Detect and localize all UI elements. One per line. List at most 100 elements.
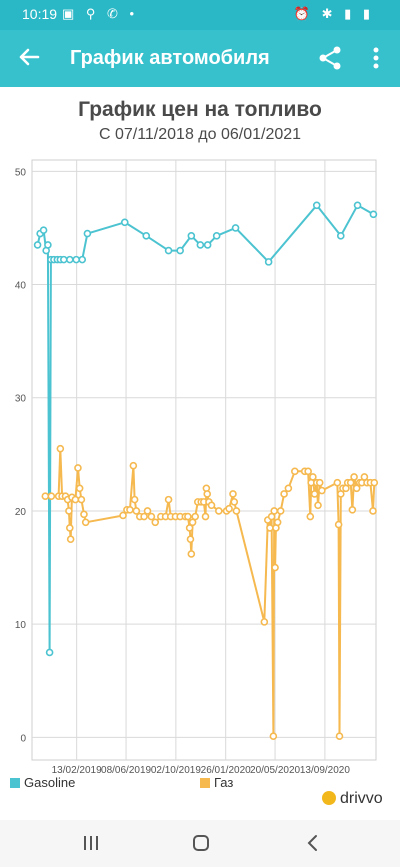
app-title: График автомобиля [70, 47, 270, 69]
status-time: 10:19 [22, 6, 58, 22]
data-point-gas [333, 478, 342, 487]
data-point-gas [151, 518, 160, 527]
data-point-gas [65, 524, 74, 532]
data-point-gas [369, 507, 377, 515]
data-point-gas [284, 484, 293, 493]
status-system-icons: ⏰ ✱ ▮ ▮ [293, 6, 374, 21]
drivvo-logo-icon [322, 791, 336, 805]
data-point-gas [132, 507, 141, 515]
data-point-gasoline [203, 241, 212, 249]
data-point-gas [186, 535, 195, 544]
data-point-gas [306, 512, 315, 521]
status-notification-icons: ▣ ⚲ ✆ • [62, 6, 139, 21]
legend-item-gasoline[interactable]: Gasoline [10, 775, 75, 790]
data-point-gasoline [39, 226, 48, 234]
x-tick-label: 26/01/2020 [201, 765, 251, 776]
data-point-gas [309, 473, 317, 481]
y-tick-label: 30 [15, 394, 27, 405]
data-point-gasoline [164, 246, 173, 255]
data-point-gas [129, 461, 138, 470]
data-point-gas [126, 506, 134, 514]
data-point-gas [77, 495, 86, 504]
data-point-gasoline [176, 246, 184, 255]
data-point-gas [185, 524, 194, 532]
data-point-gasoline [264, 258, 273, 266]
data-point-gasoline [212, 232, 221, 240]
data-point-gas [370, 478, 379, 487]
legend-label-gasoline: Gasoline [24, 775, 76, 790]
drivvo-logo: drivvo [322, 790, 383, 808]
legend-label-gas: Газ [214, 775, 234, 790]
data-point-gas [65, 507, 73, 515]
data-point-gasoline [231, 224, 240, 232]
data-point-gas [81, 518, 90, 527]
data-point-gas [75, 484, 84, 493]
data-point-gas [318, 486, 326, 495]
x-tick-label: 08/06/2019 [101, 765, 151, 776]
app-bar: График автомобиля [0, 30, 400, 87]
data-point-gas [273, 518, 282, 527]
drivvo-logo-text: drivvo [340, 790, 383, 807]
data-point-gas [187, 550, 196, 558]
plot-frame [31, 159, 377, 761]
data-point-gasoline [45, 648, 54, 657]
data-point-gasoline [78, 255, 87, 264]
home-icon[interactable] [186, 828, 216, 858]
y-tick-label: 50 [15, 167, 27, 178]
data-point-gas [230, 498, 239, 506]
data-point-gas [346, 478, 355, 487]
data-point-gasoline [33, 241, 42, 249]
data-point-gas [280, 490, 288, 498]
data-point-gas [130, 495, 139, 504]
status-bar: 10:19 ▣ ⚲ ✆ • ⏰ ✱ ▮ ▮ [0, 0, 400, 30]
data-point-gasoline [336, 232, 345, 240]
data-point-gas [215, 507, 223, 515]
data-point-gasoline [59, 255, 68, 264]
data-point-gas [271, 563, 279, 572]
data-point-gasoline [65, 255, 74, 264]
data-point-gasoline [187, 232, 196, 240]
data-point-gas [191, 512, 199, 521]
share-icon[interactable] [316, 44, 344, 72]
chart-subtitle: С 07/11/2018 до 06/01/2021 [98, 126, 302, 143]
data-point-gas [66, 535, 75, 544]
data-point-gas [334, 520, 343, 529]
data-point-gasoline [369, 210, 378, 219]
data-point-gas [41, 492, 50, 501]
data-point-gas [335, 732, 344, 741]
data-point-gas [229, 490, 237, 498]
data-point-gas [164, 495, 173, 504]
data-point-gasoline [142, 232, 151, 240]
data-point-gasoline [196, 241, 205, 249]
data-point-gas [269, 732, 278, 741]
more-vert-icon[interactable] [366, 44, 386, 72]
data-point-gas [310, 490, 319, 498]
data-point-gasoline [83, 229, 92, 238]
data-point-gasoline [353, 201, 362, 210]
legend-swatch-gasoline [10, 778, 20, 788]
data-point-gas [270, 507, 279, 515]
data-point-gas [207, 501, 216, 510]
y-tick-label: 20 [15, 507, 27, 518]
data-point-gas [119, 511, 127, 520]
data-point-gas [315, 478, 324, 487]
arrow-back-icon[interactable] [14, 42, 44, 72]
data-point-gas [203, 490, 212, 498]
data-point-gas [291, 467, 299, 476]
y-tick-label: 40 [15, 281, 27, 292]
y-tick-label: 10 [15, 620, 27, 631]
series-line-gasoline [36, 204, 374, 654]
recents-icon[interactable] [76, 828, 106, 858]
data-point-gas [225, 504, 233, 513]
y-tick-label: 0 [20, 733, 26, 744]
data-point-gas [352, 484, 361, 493]
legend-item-gas[interactable]: Газ [200, 775, 233, 790]
data-point-gasoline [312, 201, 321, 210]
nav-back-icon[interactable] [298, 828, 328, 858]
data-point-gas [143, 507, 152, 515]
data-point-gas [47, 492, 56, 501]
data-point-gas [74, 464, 82, 472]
data-point-gas [184, 512, 192, 521]
data-point-gas [232, 507, 241, 515]
data-point-gasoline [44, 241, 52, 249]
